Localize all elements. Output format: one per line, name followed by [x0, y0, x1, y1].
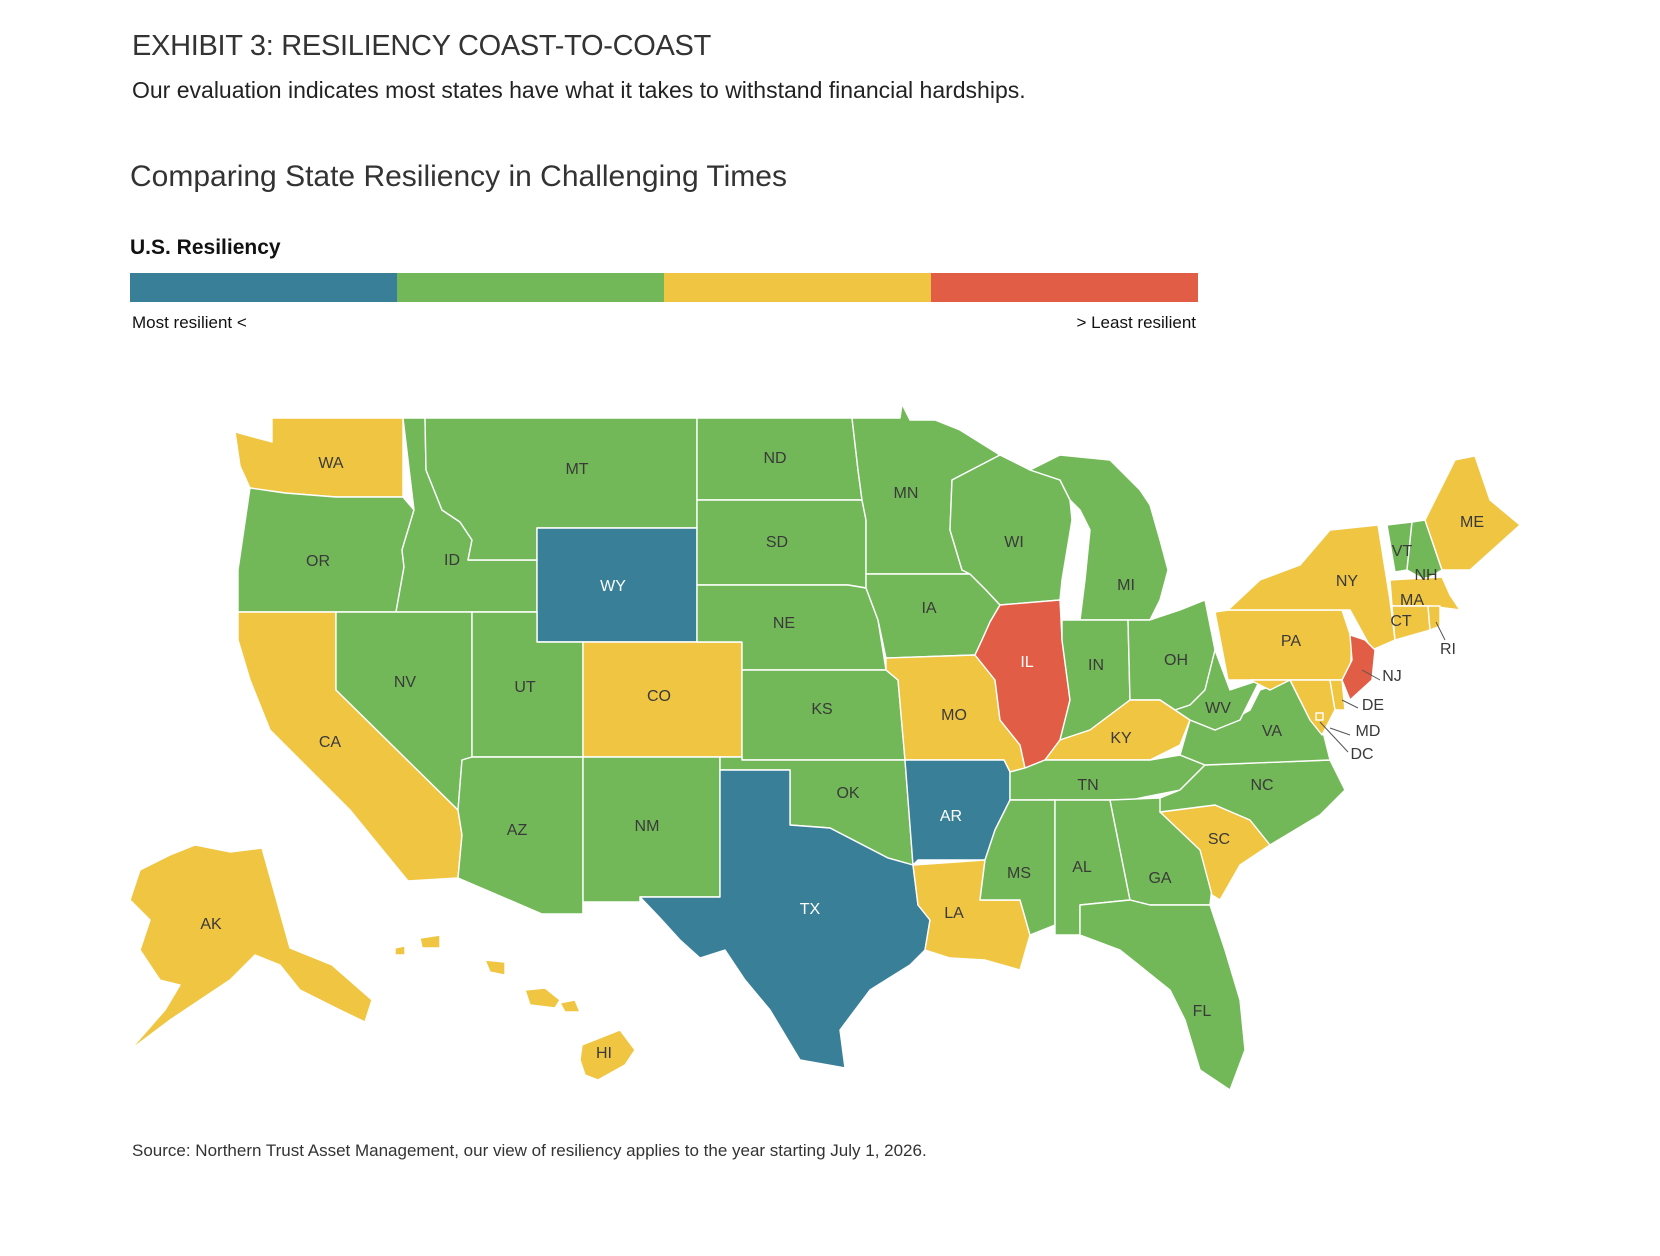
label-ks: KS: [811, 701, 832, 718]
label-nh: NH: [1414, 567, 1437, 584]
label-ct: CT: [1390, 613, 1412, 630]
label-ky: KY: [1110, 730, 1132, 747]
label-il: IL: [1020, 654, 1033, 671]
label-az: AZ: [507, 822, 528, 839]
state-de[interactable]: [1329, 679, 1346, 711]
label-or: OR: [306, 553, 330, 570]
label-wv: WV: [1205, 700, 1231, 717]
leader-line-dc: [1319, 721, 1349, 753]
state-nh[interactable]: [1406, 519, 1443, 581]
label-la: LA: [944, 905, 964, 922]
label-nc: NC: [1250, 777, 1273, 794]
label-dc: DC: [1350, 746, 1373, 763]
label-vt: VT: [1392, 543, 1413, 560]
state-ak[interactable]: [129, 844, 373, 1051]
state-hi[interactable]: [579, 1029, 636, 1081]
label-nv: NV: [394, 674, 417, 691]
label-fl: FL: [1193, 1003, 1212, 1020]
label-hi: HI: [596, 1045, 612, 1062]
legend-most-resilient-label: Most resilient <: [132, 313, 247, 332]
label-ny: NY: [1336, 573, 1359, 590]
legend-tier-3: [664, 273, 931, 302]
state-tx[interactable]: [639, 769, 931, 1069]
label-ak: AK: [200, 916, 222, 933]
label-ca: CA: [319, 734, 342, 751]
label-nm: NM: [635, 818, 660, 835]
label-mt: MT: [565, 461, 588, 478]
label-sc: SC: [1208, 831, 1230, 848]
leader-line-de: [1341, 699, 1359, 709]
label-de: DE: [1362, 697, 1384, 714]
label-ar: AR: [940, 808, 962, 825]
label-va: VA: [1262, 723, 1282, 740]
label-wa: WA: [318, 455, 344, 472]
label-ut: UT: [514, 679, 536, 696]
label-mo: MO: [941, 707, 967, 724]
label-ri: RI: [1440, 641, 1456, 658]
label-pa: PA: [1281, 633, 1301, 650]
state-hi-island: [484, 959, 506, 976]
label-md: MD: [1356, 723, 1381, 740]
label-nd: ND: [763, 450, 786, 467]
label-mn: MN: [894, 485, 919, 502]
label-ok: OK: [836, 785, 859, 802]
exhibit-subtitle: Our evaluation indicates most states hav…: [132, 77, 1026, 103]
state-hi-island: [524, 987, 561, 1009]
legend-color-bar: [130, 273, 1198, 302]
label-tn: TN: [1077, 777, 1098, 794]
legend-tier-1: [130, 273, 397, 302]
source-note: Source: Northern Trust Asset Management,…: [132, 1141, 927, 1160]
label-ia: IA: [921, 600, 936, 617]
label-ma: MA: [1400, 592, 1424, 609]
label-wi: WI: [1004, 534, 1024, 551]
label-me: ME: [1460, 514, 1484, 531]
legend-tier-4: [931, 273, 1198, 302]
leader-line-ri: [1435, 621, 1446, 641]
exhibit-heading: EXHIBIT 3: RESILIENCY COAST-TO-COAST: [132, 30, 712, 62]
leader-line-md: [1329, 727, 1351, 736]
state-hi-island: [394, 945, 406, 956]
state-nj[interactable]: [1341, 634, 1376, 701]
state-me[interactable]: [1424, 455, 1521, 571]
label-ne: NE: [773, 615, 795, 632]
label-id: ID: [444, 552, 460, 569]
label-mi: MI: [1117, 577, 1135, 594]
label-al: AL: [1072, 859, 1092, 876]
label-tx: TX: [800, 901, 821, 918]
label-in: IN: [1088, 657, 1104, 674]
label-ga: GA: [1148, 870, 1171, 887]
state-nm[interactable]: [582, 756, 721, 915]
label-oh: OH: [1164, 652, 1188, 669]
legend-title: U.S. Resiliency: [130, 236, 281, 259]
label-nj: NJ: [1382, 668, 1402, 685]
label-wy: WY: [600, 578, 626, 595]
state-hi-island: [559, 999, 581, 1013]
state-ny[interactable]: [1227, 524, 1396, 651]
map-title: Comparing State Resiliency in Challengin…: [130, 160, 787, 193]
state-mi[interactable]: [1029, 454, 1169, 621]
state-fl[interactable]: [1079, 899, 1246, 1091]
label-ms: MS: [1007, 865, 1031, 882]
state-or[interactable]: [237, 487, 415, 613]
leader-line-nj: [1361, 669, 1381, 681]
state-dc[interactable]: [1315, 712, 1324, 721]
legend-tier-2: [397, 273, 664, 302]
label-co: CO: [647, 688, 671, 705]
state-hi-island: [419, 934, 441, 949]
label-sd: SD: [766, 534, 788, 551]
legend-least-resilient-label: > Least resilient: [1076, 313, 1196, 332]
